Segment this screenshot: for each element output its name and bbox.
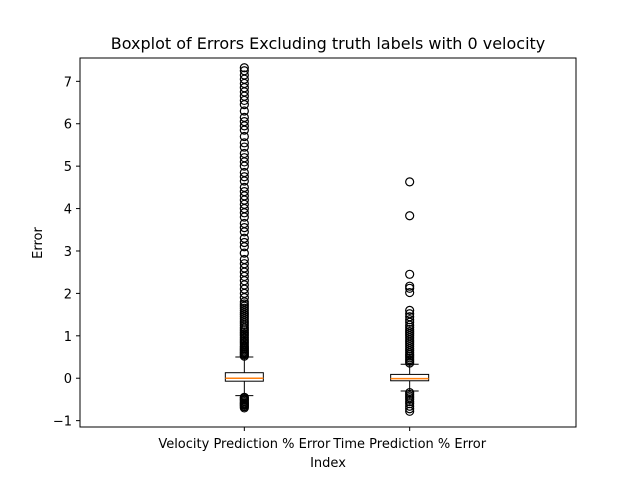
- outlier-point: [405, 309, 415, 319]
- outlier-point: [239, 218, 249, 229]
- y-tick-label: 0: [64, 372, 72, 387]
- outlier-point: [239, 138, 249, 148]
- x-axis-label: Index: [310, 456, 346, 471]
- outlier-point: [239, 172, 249, 182]
- y-tick-label: 1: [64, 330, 72, 345]
- outlier-point: [405, 269, 415, 279]
- outlier-point: [239, 148, 249, 159]
- outlier-point: [239, 70, 249, 80]
- y-tick-label: 5: [64, 160, 72, 175]
- outlier-point: [239, 106, 249, 116]
- outlier-point: [239, 142, 249, 152]
- outlier-point: [239, 187, 249, 197]
- outlier-point: [239, 112, 249, 122]
- outlier-point: [239, 182, 249, 192]
- outlier-point: [239, 63, 249, 73]
- outlier-point: [239, 131, 249, 142]
- outlier-point: [405, 177, 415, 187]
- y-tick-label: 7: [64, 75, 72, 90]
- outlier-point: [239, 117, 249, 127]
- chart-title: Boxplot of Errors Excluding truth labels…: [111, 34, 546, 53]
- y-tick-label: 4: [64, 203, 72, 218]
- y-tick-label: 2: [64, 287, 72, 302]
- x-axis: Velocity Prediction % Error Time Predicti…: [158, 427, 487, 452]
- outlier-point: [405, 287, 415, 298]
- box-group: [224, 63, 264, 413]
- outlier-point: [239, 167, 249, 178]
- outlier-point: [239, 223, 249, 233]
- outlier-point: [405, 211, 415, 221]
- outlier-point: [239, 248, 249, 258]
- y-tick-label: 6: [64, 118, 72, 133]
- outlier-point: [405, 312, 415, 322]
- y-axis: −1 0 1 2 3 4 5 6 7: [53, 75, 80, 430]
- outlier-point: [239, 254, 249, 265]
- x-tick-label: Velocity Prediction % Error: [158, 437, 331, 452]
- iqr-box: [390, 373, 430, 382]
- y-tick-label: −1: [53, 415, 72, 430]
- axes-frame: [79, 57, 577, 428]
- outlier-point: [405, 315, 415, 325]
- outlier-point: [405, 404, 415, 414]
- y-axis-label: Error: [31, 227, 46, 259]
- outlier-point: [405, 281, 415, 291]
- outlier-point: [239, 259, 249, 269]
- outlier-point: [239, 66, 249, 76]
- plot-area: [224, 63, 430, 416]
- outlier-point: [239, 392, 249, 402]
- x-tick-label: Time Prediction % Error: [332, 437, 486, 452]
- outlier-point: [405, 388, 415, 398]
- outlier-point: [239, 237, 249, 248]
- y-tick-label: 3: [64, 245, 72, 260]
- box-group: [390, 177, 430, 416]
- outlier-point: [239, 153, 249, 163]
- iqr-box: [224, 372, 264, 382]
- outlier-point: [239, 233, 249, 243]
- outlier-point: [405, 305, 415, 315]
